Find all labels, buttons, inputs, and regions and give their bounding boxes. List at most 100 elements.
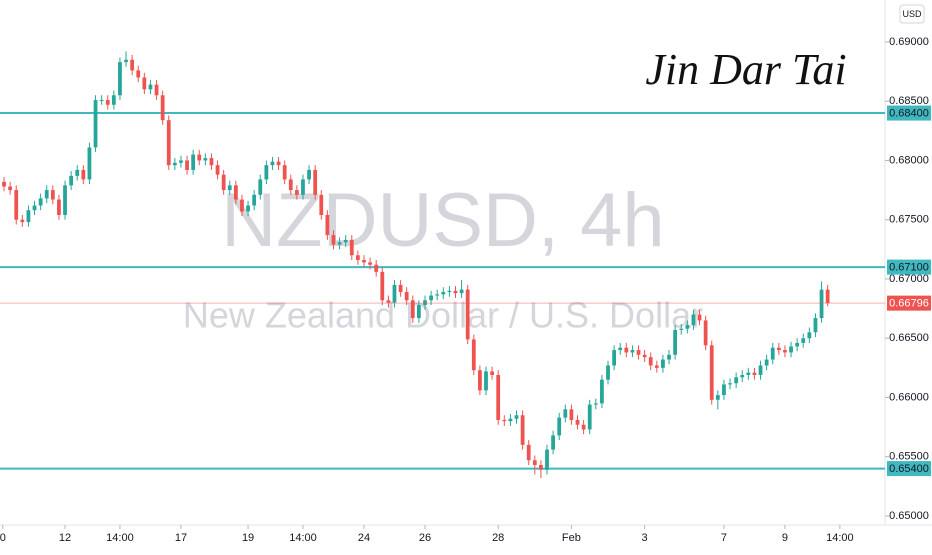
candle-body — [630, 350, 635, 353]
candle-body — [429, 295, 433, 301]
candle-body — [87, 147, 92, 180]
candle-body — [453, 290, 458, 294]
candle-body — [813, 318, 818, 333]
candle-body — [319, 194, 324, 215]
candle-body — [288, 179, 293, 191]
candle-body — [508, 418, 513, 422]
currency-button[interactable] — [899, 4, 925, 24]
candle-body — [654, 365, 659, 368]
candle-body — [111, 95, 116, 105]
candle-body — [795, 342, 800, 347]
candle-body — [734, 377, 739, 384]
candle-body — [459, 289, 464, 294]
x-tick-label: 26 — [419, 532, 431, 544]
candle-body — [526, 444, 531, 461]
candle-body — [465, 289, 470, 340]
candle-body — [124, 59, 128, 63]
candle-body — [191, 154, 196, 170]
candle-body — [612, 350, 617, 366]
candle-body — [294, 190, 299, 195]
candle-body — [44, 190, 49, 199]
candle-body — [496, 374, 501, 420]
level-tag-label: 0.65400 — [889, 463, 929, 475]
candle-body — [740, 374, 745, 378]
candle-body — [337, 242, 342, 245]
candle-body — [136, 70, 141, 78]
candle-body — [679, 328, 684, 330]
candle-body — [752, 372, 757, 375]
candle-body — [825, 289, 830, 304]
candle-body — [148, 84, 153, 90]
x-tick-label: Feb — [562, 532, 581, 544]
candle-body — [520, 415, 525, 445]
candle-body — [264, 165, 269, 180]
candle-body — [20, 219, 25, 223]
candle-body — [331, 235, 336, 245]
y-tick-label: 0.67000 — [889, 273, 929, 285]
candle-body — [81, 169, 86, 180]
y-tick-label: 0.66500 — [889, 332, 929, 344]
candle-body — [118, 62, 122, 96]
candle-body — [362, 260, 366, 263]
candle-body — [142, 77, 147, 90]
candle-body — [715, 395, 720, 400]
candle-body — [32, 205, 37, 211]
candle-body — [258, 179, 263, 195]
x-tick-label: 3 — [642, 532, 648, 544]
x-tick-label: 14:00 — [106, 532, 134, 544]
candle-body — [423, 300, 427, 306]
candle-body — [770, 347, 775, 360]
candle-body — [313, 169, 318, 195]
candle-body — [581, 424, 586, 430]
candle-body — [349, 239, 354, 256]
candle-body — [276, 161, 281, 166]
candle-body — [343, 239, 348, 243]
y-tick-label: 0.66000 — [889, 391, 929, 403]
candle-body — [50, 190, 55, 200]
candle-body — [502, 419, 507, 422]
candle-body — [441, 291, 446, 295]
candle-body — [435, 294, 440, 296]
candle-body — [233, 185, 238, 200]
candle-body — [2, 181, 6, 187]
candle-body — [801, 338, 806, 343]
level-tag-label: 0.67100 — [889, 262, 929, 274]
candle-body — [282, 165, 287, 180]
candle-body — [685, 325, 690, 329]
candle-body — [722, 384, 726, 396]
y-tick-label: 0.68500 — [889, 95, 929, 107]
last-price-tag — [887, 295, 931, 311]
candle-body — [819, 289, 824, 319]
y-tick-label: 0.65500 — [889, 451, 929, 463]
candle-body — [93, 100, 98, 148]
candle-body — [240, 199, 244, 212]
candle-body — [410, 300, 415, 319]
candle-body — [270, 161, 275, 166]
candle-body — [404, 291, 409, 301]
y-tick-label: 0.65000 — [889, 510, 929, 522]
x-tick-label: 0 — [0, 532, 6, 544]
candle-body — [307, 169, 311, 180]
candle-body — [185, 160, 189, 170]
candle-body — [484, 371, 488, 391]
candle-body — [532, 460, 537, 466]
candle-body — [69, 175, 74, 186]
watermark-title: NZDUSD, 4h — [221, 178, 664, 263]
candle-body — [26, 210, 31, 223]
x-tick-label: 14:00 — [289, 532, 317, 544]
x-tick-label: 19 — [242, 532, 254, 544]
x-tick-label: 9 — [782, 532, 788, 544]
candle-body — [172, 162, 177, 166]
candle-body — [789, 346, 793, 353]
candle-body — [105, 100, 110, 105]
candle-body — [179, 160, 183, 163]
candle-body — [14, 190, 19, 220]
candle-body — [166, 120, 171, 166]
candle-body — [57, 199, 61, 215]
candle-body — [63, 185, 67, 215]
candle-body — [471, 339, 476, 371]
candle-body — [514, 415, 519, 419]
candle-body — [221, 174, 226, 191]
candle-body — [539, 465, 543, 470]
